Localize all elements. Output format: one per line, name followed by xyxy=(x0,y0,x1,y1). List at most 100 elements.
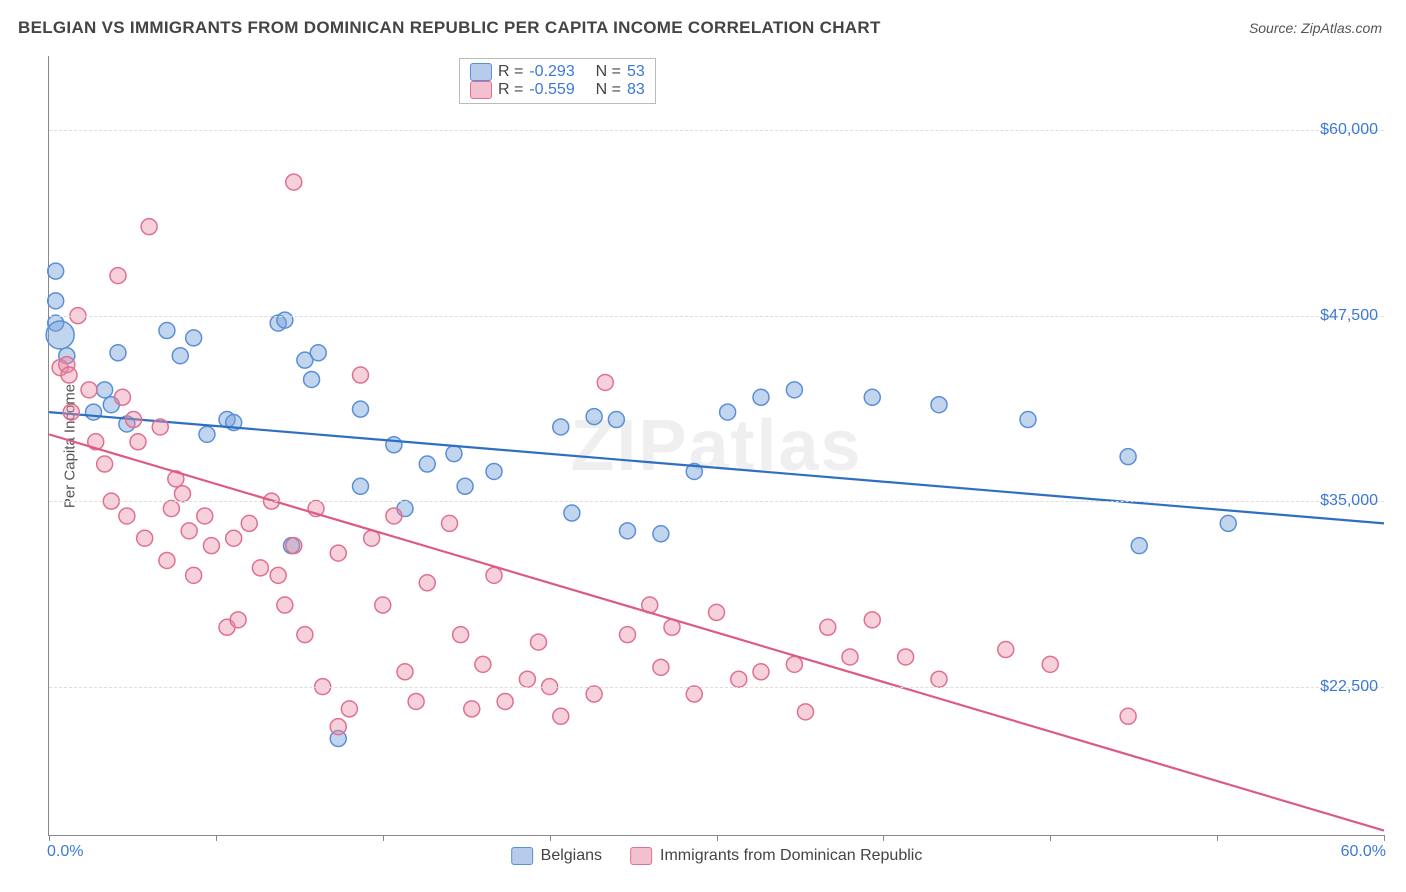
data-point xyxy=(163,501,179,517)
data-point xyxy=(86,404,102,420)
data-point xyxy=(297,627,313,643)
ytick-label: $47,500 xyxy=(1320,307,1378,325)
r-label: R = xyxy=(498,63,523,81)
data-point xyxy=(186,330,202,346)
regression-line xyxy=(49,434,1384,830)
data-point xyxy=(419,575,435,591)
data-point xyxy=(81,382,97,398)
xtick xyxy=(1217,835,1218,841)
xtick xyxy=(550,835,551,841)
data-point xyxy=(1120,708,1136,724)
n-label-2: N = xyxy=(596,81,621,99)
data-point xyxy=(277,597,293,613)
data-point xyxy=(230,612,246,628)
legend-item-dr: Immigrants from Dominican Republic xyxy=(630,847,922,865)
data-point xyxy=(110,268,126,284)
data-point xyxy=(798,704,814,720)
data-point xyxy=(386,508,402,524)
data-point xyxy=(1220,515,1236,531)
legend: Belgians Immigrants from Dominican Repub… xyxy=(511,847,923,865)
data-point xyxy=(620,627,636,643)
data-point xyxy=(152,419,168,435)
data-point xyxy=(820,619,836,635)
data-point xyxy=(720,404,736,420)
data-point xyxy=(181,523,197,539)
data-point xyxy=(386,437,402,453)
data-point xyxy=(353,401,369,417)
data-point xyxy=(553,419,569,435)
legend-swatch-belgians xyxy=(511,847,533,865)
data-point xyxy=(63,404,79,420)
data-point xyxy=(486,463,502,479)
stats-box: R = -0.293 N = 53 R = -0.559 N = 83 xyxy=(459,58,656,104)
data-point xyxy=(330,719,346,735)
swatch-belgians xyxy=(470,63,492,81)
data-point xyxy=(786,382,802,398)
data-point xyxy=(310,345,326,361)
data-point xyxy=(48,263,64,279)
r-value-2: -0.559 xyxy=(529,81,574,99)
data-point xyxy=(46,321,74,349)
data-point xyxy=(1020,412,1036,428)
data-point xyxy=(931,397,947,413)
data-point xyxy=(408,693,424,709)
xtick xyxy=(717,835,718,841)
gridline xyxy=(49,687,1384,688)
data-point xyxy=(753,389,769,405)
data-point xyxy=(653,659,669,675)
gridline xyxy=(49,130,1384,131)
chart-title: BELGIAN VS IMMIGRANTS FROM DOMINICAN REP… xyxy=(18,18,881,38)
data-point xyxy=(137,530,153,546)
data-point xyxy=(353,478,369,494)
data-point xyxy=(186,567,202,583)
data-point xyxy=(419,456,435,472)
data-point xyxy=(110,345,126,361)
data-point xyxy=(1042,656,1058,672)
data-point xyxy=(686,686,702,702)
data-point xyxy=(126,412,142,428)
data-point xyxy=(519,671,535,687)
chart-header: BELGIAN VS IMMIGRANTS FROM DOMINICAN REP… xyxy=(0,0,1406,48)
regression-line xyxy=(49,412,1384,523)
data-point xyxy=(597,374,613,390)
ytick-label: $22,500 xyxy=(1320,678,1378,696)
data-point xyxy=(586,409,602,425)
data-point xyxy=(119,508,135,524)
x-left-label: 0.0% xyxy=(47,843,83,861)
xtick xyxy=(49,835,50,841)
data-point xyxy=(226,530,242,546)
data-point xyxy=(277,312,293,328)
gridline xyxy=(49,501,1384,502)
x-right-label: 60.0% xyxy=(1341,843,1386,861)
scatter-svg xyxy=(49,56,1384,835)
plot-area: ZIPatlas R = -0.293 N = 53 R = -0.559 N … xyxy=(48,56,1384,836)
data-point xyxy=(175,486,191,502)
data-point xyxy=(172,348,188,364)
data-point xyxy=(159,552,175,568)
xtick xyxy=(1050,835,1051,841)
data-point xyxy=(464,701,480,717)
data-point xyxy=(842,649,858,665)
data-point xyxy=(252,560,268,576)
data-point xyxy=(453,627,469,643)
xtick xyxy=(216,835,217,841)
data-point xyxy=(786,656,802,672)
data-point xyxy=(620,523,636,539)
data-point xyxy=(286,538,302,554)
data-point xyxy=(130,434,146,450)
data-point xyxy=(97,456,113,472)
data-point xyxy=(61,367,77,383)
data-point xyxy=(397,664,413,680)
data-point xyxy=(159,323,175,339)
r-value-1: -0.293 xyxy=(529,63,574,81)
data-point xyxy=(608,412,624,428)
ytick-label: $35,000 xyxy=(1320,492,1378,510)
data-point xyxy=(353,367,369,383)
n-value-2: 83 xyxy=(627,81,645,99)
data-point xyxy=(531,634,547,650)
data-point xyxy=(241,515,257,531)
data-point xyxy=(553,708,569,724)
data-point xyxy=(330,545,346,561)
xtick xyxy=(383,835,384,841)
data-point xyxy=(653,526,669,542)
